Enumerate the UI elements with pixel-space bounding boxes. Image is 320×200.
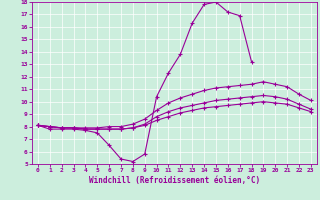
X-axis label: Windchill (Refroidissement éolien,°C): Windchill (Refroidissement éolien,°C) <box>89 176 260 185</box>
